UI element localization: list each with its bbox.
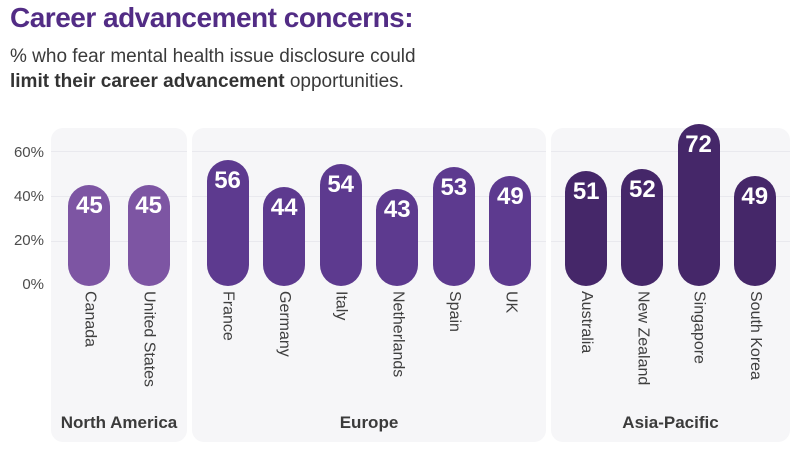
gridline-20pct <box>51 241 187 242</box>
bar-netherlands: 43 <box>376 189 419 286</box>
country-label-south-korea: South Korea <box>746 291 764 380</box>
bar-value-south-korea: 49 <box>741 183 769 210</box>
gridline-20pct <box>192 241 546 242</box>
bar-value-netherlands: 43 <box>383 196 411 223</box>
bar-canada: 45 <box>68 185 111 286</box>
group-panel-europe: 56 44 54 43 53 49 France Germany Italy Netherland… <box>192 128 546 442</box>
bar-france: 56 <box>206 160 249 286</box>
gridline-40pct <box>51 196 187 197</box>
label-slot-australia: Australia <box>565 291 607 421</box>
bar-uk: 49 <box>489 176 532 286</box>
gridline-20pct <box>551 241 790 242</box>
country-label-australia: Australia <box>578 291 596 354</box>
gridline-40pct <box>551 196 790 197</box>
y-axis-tick-60-: 60% <box>13 144 44 161</box>
labels-row-asia-pacific: Australia New Zealand Singapore South Korea <box>551 291 790 421</box>
y-axis-tick-40-: 40% <box>13 188 44 205</box>
bar-new-zealand: 52 <box>621 169 664 286</box>
label-slot-netherlands: Netherlands <box>376 291 418 421</box>
bar-value-germany: 44 <box>270 194 298 221</box>
label-slot-uk: UK <box>489 291 531 421</box>
country-label-italy: Italy <box>332 291 350 321</box>
bar-italy: 54 <box>319 164 362 286</box>
bar-south-korea: 49 <box>733 176 776 286</box>
subtitle-bold-phrase: limit their career advancement <box>10 71 285 92</box>
label-slot-new-zealand: New Zealand <box>621 291 663 421</box>
bars-row-north-america: 45 45 <box>51 128 187 286</box>
group-label-europe: Europe <box>339 413 399 432</box>
labels-row-europe: France Germany Italy Netherlands Spain UK <box>192 291 546 421</box>
y-axis-tick-0-: 0% <box>22 276 44 293</box>
gridline-60pct <box>51 151 187 152</box>
gridline-60pct <box>192 151 546 152</box>
country-label-spain: Spain <box>445 291 463 332</box>
page-title: Career advancement concerns: <box>10 2 414 33</box>
bar-value-australia: 51 <box>572 178 600 205</box>
label-slot-france: France <box>207 291 249 421</box>
gridline-40pct <box>192 196 546 197</box>
country-label-uk: UK <box>502 291 520 314</box>
bar-germany: 44 <box>263 187 306 286</box>
label-slot-south-korea: South Korea <box>734 291 776 421</box>
country-label-netherlands: Netherlands <box>389 291 407 378</box>
bar-spain: 53 <box>432 167 475 286</box>
country-label-singapore: Singapore <box>690 291 708 364</box>
group-label-north-america: North America <box>60 413 178 432</box>
label-slot-italy: Italy <box>320 291 362 421</box>
group-panel-asia-pacific: 51 52 72 49 Australia New Zealand Singapore Sou… <box>551 124 790 442</box>
bar-value-italy: 54 <box>327 171 355 198</box>
label-slot-germany: Germany <box>263 291 305 421</box>
country-label-united-states: United States <box>140 291 158 388</box>
bar-value-france: 56 <box>214 167 241 194</box>
bars-row-europe: 56 44 54 43 53 49 <box>192 128 546 286</box>
label-slot-spain: Spain <box>433 291 475 421</box>
labels-row-north-america: Canada United States <box>51 291 187 421</box>
chart-subtitle: % who fear mental health issue disclosur… <box>10 44 416 94</box>
subtitle-rest: opportunities. <box>284 71 404 92</box>
country-label-canada: Canada <box>81 291 99 348</box>
country-label-france: France <box>219 291 237 341</box>
label-slot-united-states: United States <box>128 291 170 421</box>
bar-value-united-states: 45 <box>135 192 162 219</box>
label-slot-singapore: Singapore <box>678 291 720 421</box>
bar-united-states: 45 <box>127 185 170 286</box>
subtitle-line-2: limit their career advancement opportuni… <box>10 69 416 94</box>
bar-value-new-zealand: 52 <box>629 176 656 203</box>
bar-value-canada: 45 <box>75 192 103 219</box>
bar-value-uk: 49 <box>497 183 524 210</box>
subtitle-line-1: % who fear mental health issue disclosur… <box>10 46 416 67</box>
bar-australia: 51 <box>565 171 608 286</box>
y-axis-tick-20-: 20% <box>13 232 44 249</box>
bar-value-spain: 53 <box>440 174 468 201</box>
gridline-60pct <box>551 151 790 152</box>
bar-singapore: 72 <box>677 124 720 286</box>
group-panel-north-america: 45 45 Canada United States North America <box>51 128 187 442</box>
country-label-germany: Germany <box>276 291 294 357</box>
country-label-new-zealand: New Zealand <box>634 291 652 386</box>
bar-value-singapore: 72 <box>685 131 712 158</box>
label-slot-canada: Canada <box>68 291 110 421</box>
bars-row-asia-pacific: 51 52 72 49 <box>551 124 790 286</box>
group-label-asia-pacific: Asia-Pacific <box>622 413 719 432</box>
